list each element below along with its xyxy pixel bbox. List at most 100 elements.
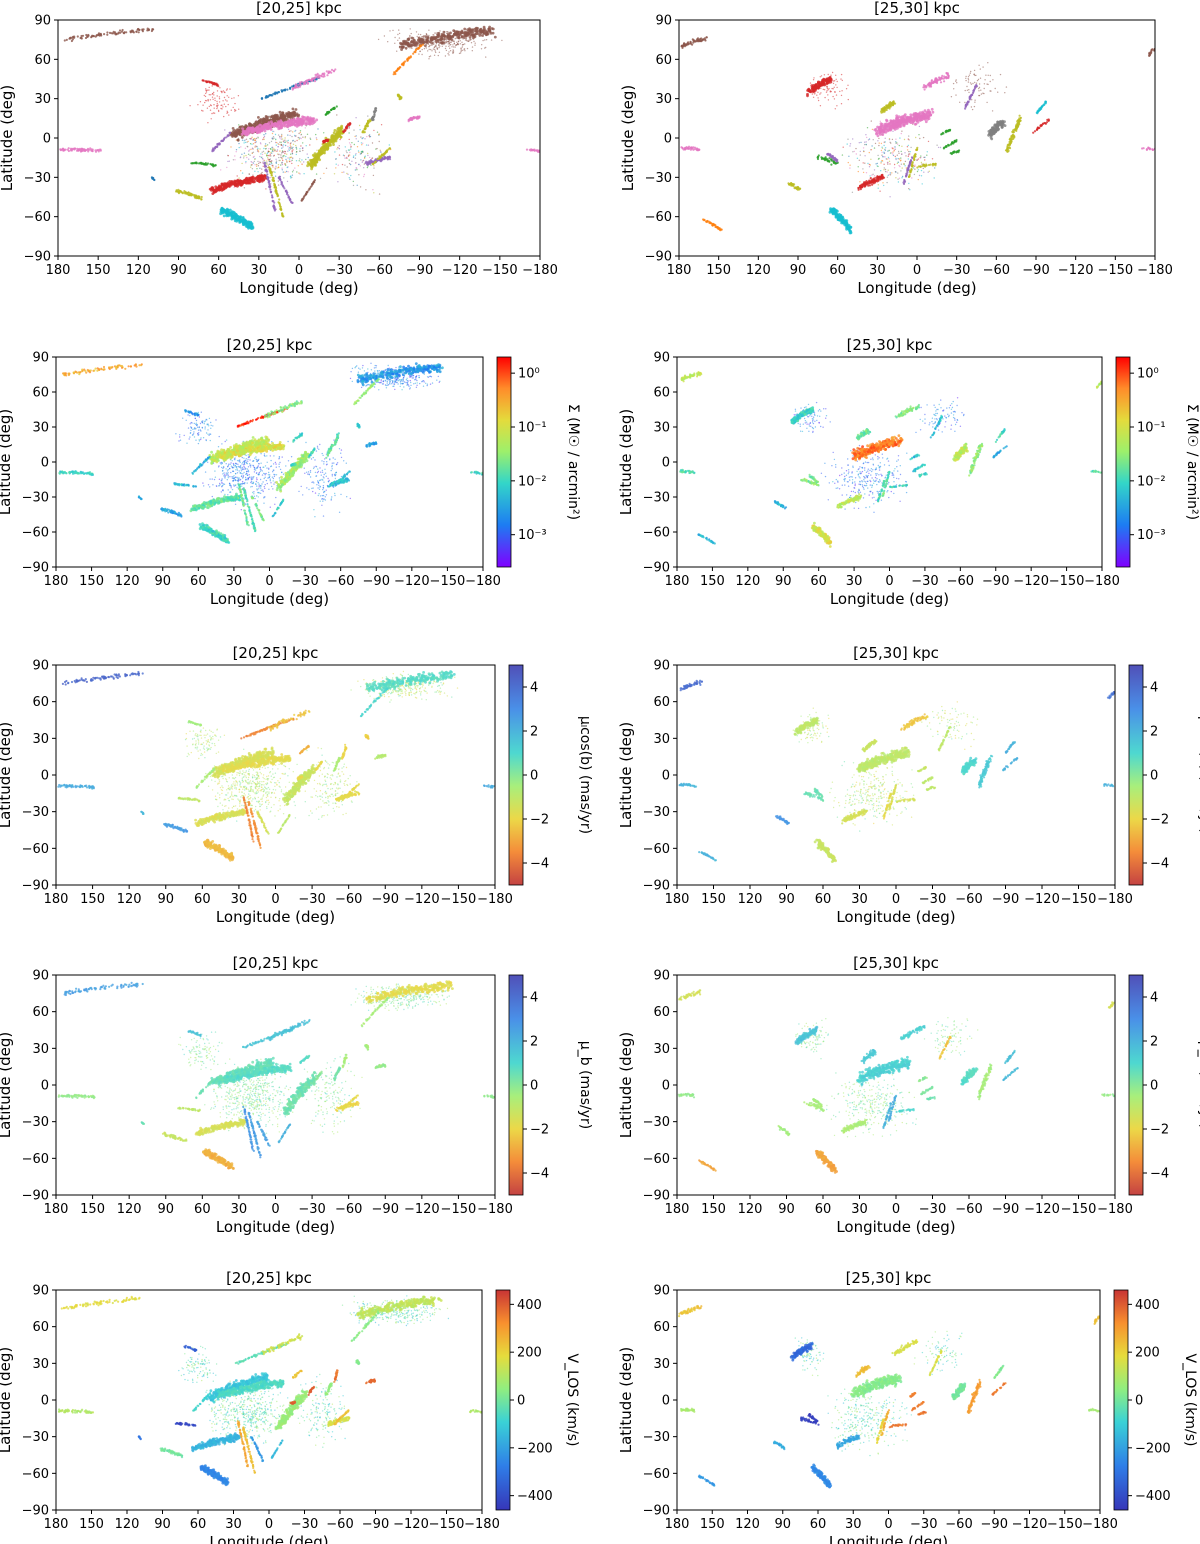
stream-point [265,170,268,173]
diffuse-point [908,150,910,153]
diffuse-point [994,87,996,90]
stream-point [279,178,282,181]
stream-point [417,36,421,40]
stream-6 [240,115,319,137]
diffuse-point [256,163,258,166]
diffuse-point [350,145,352,148]
diffuse-point [904,160,907,163]
stream-point [250,179,254,183]
stream-point [67,149,70,153]
diffuse-point [484,39,486,41]
diffuse-point [830,74,832,76]
stream-point [822,78,826,81]
stream-point [274,189,277,192]
stream-point [922,116,926,119]
stream-point [481,34,484,37]
stream-point [478,34,482,37]
stream-point [88,148,91,151]
stream-point [929,83,933,86]
stream-10 [175,188,203,201]
diffuse-point [893,167,896,169]
diffuse-point [256,150,259,153]
diffuse-point [221,91,223,94]
diffuse-point [888,138,891,140]
stream-point [919,116,923,120]
stream-point [943,75,946,78]
diffuse-point [831,87,833,90]
diffuse-point [298,160,300,162]
diffuse-point [999,73,1002,76]
diffuse-point [877,184,879,186]
diffuse-point [267,164,269,166]
diffuse-point [457,43,460,46]
stream-point [886,106,889,110]
stream-point [334,68,337,71]
diffuse-point [218,96,221,98]
diffuse-point [346,172,348,175]
diffuse-point [298,172,300,174]
diffuse-point [315,173,318,175]
stream-point [188,194,191,197]
stream-point [412,41,416,45]
diffuse-point [234,102,236,105]
stream-point [135,30,138,33]
diffuse-point [880,142,883,145]
diffuse-point [207,98,209,101]
diffuse-point [864,143,866,146]
diffuse-point [939,146,942,149]
diffuse-point [231,97,233,100]
diffuse-point [835,84,837,86]
diffuse-point [907,144,909,147]
diffuse-point [305,145,307,147]
stream-point [71,38,74,41]
diffuse-point [366,166,369,169]
diffuse-point [894,155,896,158]
diffuse-point [248,150,250,152]
stream-point [455,30,459,34]
diffuse-point [881,151,883,153]
stream-point [228,180,232,183]
diffuse-point [273,171,275,173]
stream-22 [59,147,102,153]
diffuse-point [264,143,267,145]
diffuse-point [465,38,468,40]
stream-point [287,111,291,114]
diffuse-point [913,173,916,176]
stream-point [72,147,76,150]
diffuse-point [204,95,207,98]
diffuse-point [315,137,318,139]
diffuse-point [284,163,287,165]
diffuse-point [256,168,258,170]
diffuse-point [267,150,269,152]
stream-point [327,71,330,75]
stream-point [321,73,324,76]
stream-point [525,148,529,151]
diffuse-point [895,177,897,179]
diffuse-point [207,100,210,102]
stream-point [106,33,109,36]
stream-point [296,122,300,126]
diffuse-point [867,139,870,141]
diffuse-point [889,172,891,174]
diffuse-point [898,177,901,179]
scatter-points [59,25,540,231]
stream-point [1150,49,1153,52]
stream-point [186,191,189,195]
stream-point [487,27,491,31]
diffuse-point [214,97,216,99]
stream-point [425,39,429,43]
diffuse-point [438,46,440,49]
diffuse-point [983,92,985,95]
diffuse-point [208,89,210,91]
stream-point [217,85,220,88]
diffuse-point [309,138,312,140]
diffuse-point [292,143,295,145]
diffuse-point [435,42,438,44]
diffuse-point [336,114,338,116]
stream-point [885,127,889,131]
diffuse-point [237,95,240,97]
stream-point [881,133,885,137]
stream-point [413,44,417,47]
stream-point [412,52,415,55]
diffuse-point [298,138,300,140]
